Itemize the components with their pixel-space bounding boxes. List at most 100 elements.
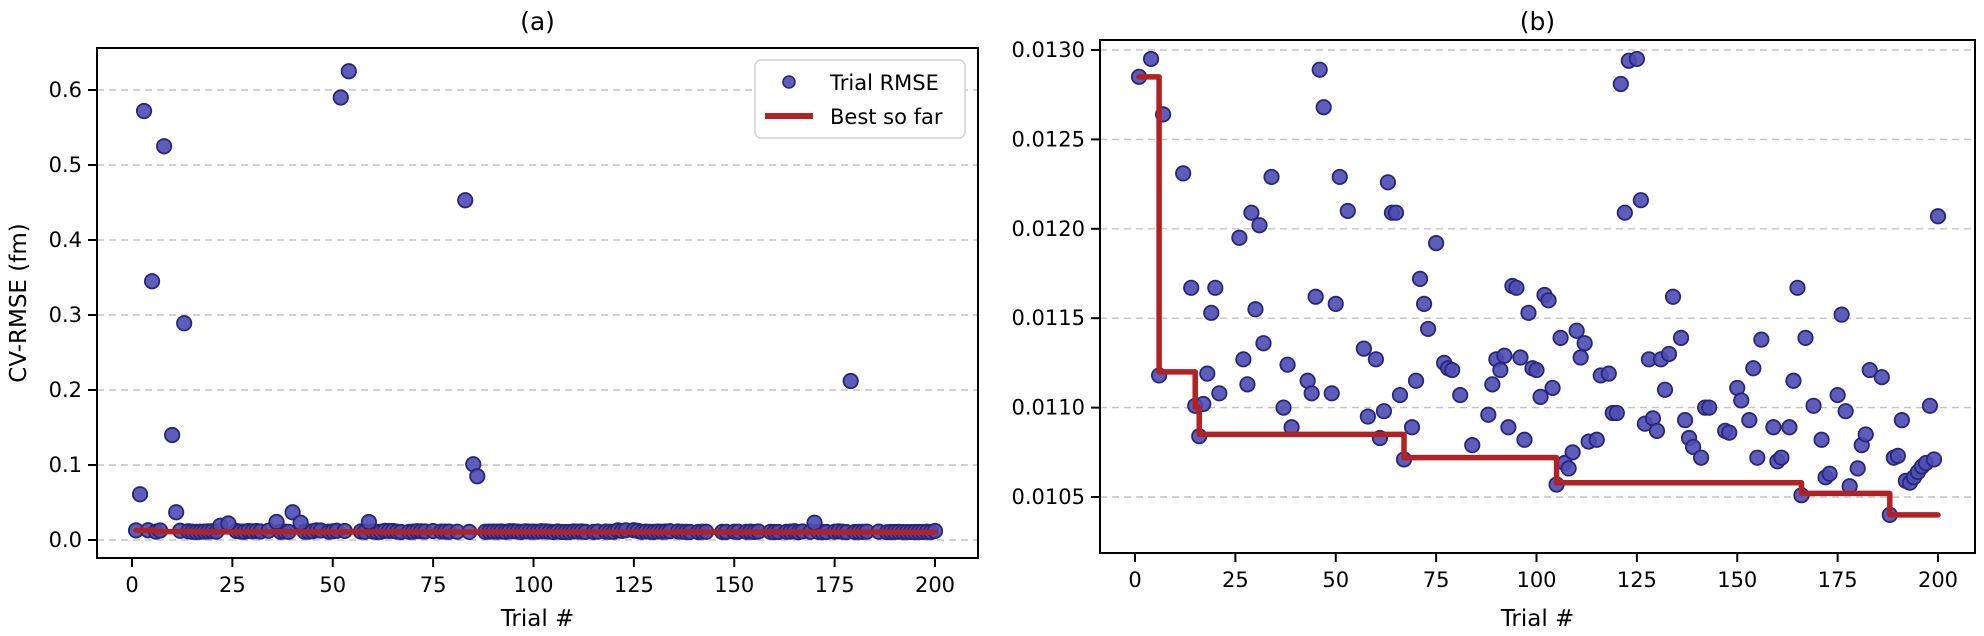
y-axis-label: CV-RMSE (fm) [6, 223, 32, 382]
trial-rmse-point [1512, 349, 1529, 366]
trial-rmse-point [1199, 365, 1216, 382]
trial-rmse-point [1564, 444, 1581, 461]
x-tick-label: 200 [1918, 568, 1958, 592]
trial-rmse-point [360, 513, 377, 531]
trial-rmse-point [1532, 388, 1549, 405]
trial-rmse-point [143, 273, 161, 290]
trial-rmse-point [1544, 379, 1561, 397]
y-tick-label: 0.0105 [1012, 485, 1085, 509]
trial-rmse-point [1391, 386, 1409, 404]
legend-marker-trial-rmse [782, 75, 796, 89]
trial-rmse-point [1684, 438, 1702, 456]
y-tick-label: 0.1 [49, 453, 82, 477]
y-tick-label: 0.0 [49, 528, 82, 552]
trial-rmse-point [457, 192, 474, 209]
trial-rmse-point [1664, 288, 1682, 305]
trial-rmse-point [1379, 174, 1397, 191]
panel-title: (b) [1520, 7, 1555, 36]
x-tick-label: 50 [319, 573, 346, 597]
trial-rmse-point [1142, 50, 1160, 68]
trial-rmse-point [1331, 168, 1348, 186]
trial-rmse-point [1411, 270, 1429, 287]
x-tick-label: 150 [714, 573, 754, 597]
y-tick-label: 0.0115 [1012, 306, 1085, 330]
y-tick-label: 0.0130 [1012, 38, 1085, 62]
trial-rmse-point [1721, 424, 1738, 441]
trial-rmse-point [1323, 385, 1340, 402]
trial-rmse-point [1311, 61, 1328, 78]
trial-rmse-point [1207, 279, 1224, 296]
trial-rmse-point [1889, 447, 1906, 464]
trial-rmse-point [1588, 431, 1605, 448]
legend-label-trial-rmse: Trial RMSE [829, 71, 939, 95]
trial-rmse-point [1693, 449, 1710, 466]
trial-rmse-point [1375, 403, 1393, 420]
x-tick-label: 25 [219, 573, 246, 597]
trial-rmse-point [1921, 397, 1939, 414]
trial-rmse-point [1929, 208, 1947, 225]
trial-rmse-point [1813, 431, 1830, 448]
trial-rmse-point [806, 514, 823, 531]
trial-rmse-point [1452, 386, 1469, 404]
trial-rmse-point [220, 515, 237, 532]
trial-rmse-point [1701, 399, 1718, 416]
trial-rmse-point [1315, 99, 1332, 116]
trial-rmse-point [1612, 75, 1629, 93]
x-axis-label: Trial # [1500, 606, 1575, 632]
best-so-far-line [133, 527, 938, 535]
trial-rmse-point [1419, 320, 1437, 338]
trial-rmse-point [1849, 460, 1866, 477]
panel-b: 0 25 50 75 100 125 150 175 200 0.0105 0.0110 0.0115… [1012, 7, 1976, 632]
x-axis-label: Trial # [500, 606, 575, 632]
x-tick-label: 50 [1322, 568, 1349, 592]
trial-rmse-point [1797, 329, 1814, 346]
trial-rmse-point [1576, 335, 1593, 352]
trial-rmse-point [1492, 361, 1509, 379]
trial-rmse-point [1628, 50, 1645, 68]
trial-rmse-point [1355, 340, 1372, 357]
trial-rmse-point [842, 372, 859, 390]
trial-rmse-point [1773, 449, 1790, 466]
x-tick-label: 0 [125, 573, 138, 597]
panel-a: 0 25 50 75 100 125 150 175 200 0.0 0.1 0.2 0.3 0.4 0.5… [6, 7, 979, 632]
trial-rmse-point [1540, 292, 1557, 309]
trial-rmse-point [284, 504, 301, 521]
trial-rmse-point [1672, 329, 1690, 346]
trial-rmse-point [1789, 279, 1806, 296]
trial-rmse-point [1303, 385, 1320, 402]
x-tick-label: 175 [1818, 568, 1858, 592]
trial-rmse-point [1484, 376, 1501, 393]
legend-label-best-so-far: Best so far [830, 105, 943, 129]
trial-rmse-point [1660, 345, 1678, 363]
trial-rmse-point [1745, 360, 1762, 377]
y-tick-label: 0.3 [49, 303, 82, 327]
x-tick-label: 200 [915, 573, 955, 597]
trial-rmse-point [1781, 419, 1798, 436]
trial-rmse-point [1359, 408, 1376, 425]
trial-rmse-point [1275, 399, 1292, 416]
trial-rmse-point [1552, 329, 1569, 346]
trial-rmse-point [1279, 356, 1296, 373]
trial-rmse-point [1805, 397, 1822, 414]
trial-rmse-point [1925, 451, 1943, 468]
trial-rmse-point [1753, 331, 1770, 348]
trial-rmse-point [1893, 412, 1910, 429]
trial-rmse-point [1632, 192, 1649, 209]
trial-rmse-point [1367, 351, 1385, 368]
axes-box [96, 47, 979, 559]
y-tick-label: 0.6 [49, 78, 82, 102]
trial-rmse-point [1444, 361, 1461, 379]
trial-rmse-point [1821, 465, 1838, 482]
trial-rmse-point [1560, 460, 1577, 477]
trial-rmse-point [1464, 437, 1481, 454]
trial-rmse-point [1749, 449, 1766, 466]
trial-rmse-point [1239, 376, 1256, 393]
trial-rmse-point [1211, 385, 1228, 402]
y-tick-label: 0.2 [49, 378, 82, 402]
panel-title: (a) [520, 7, 555, 36]
trial-rmse-point [1873, 369, 1890, 386]
y-tick-label: 0.0125 [1012, 127, 1085, 151]
trial-rmse-point [131, 486, 149, 503]
trial-rmse-point [1857, 426, 1874, 443]
